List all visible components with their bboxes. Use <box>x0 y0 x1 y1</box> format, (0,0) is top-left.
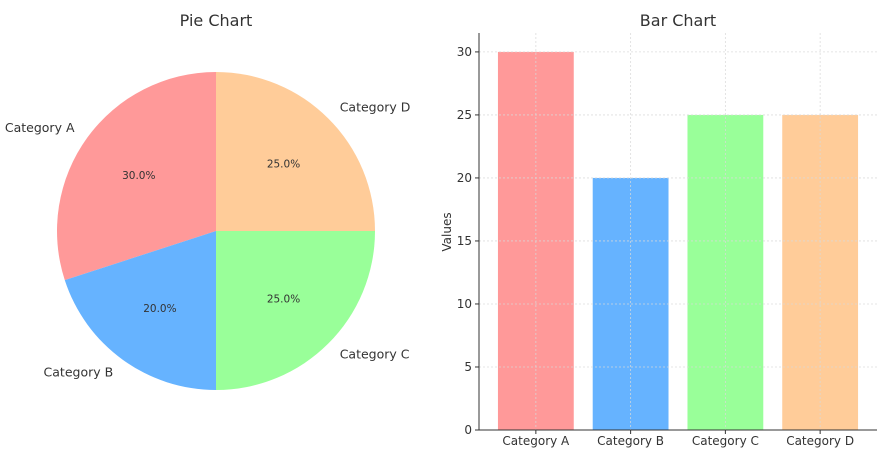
y-tick-label: 30 <box>457 45 472 59</box>
pie-category-label-category-a: Category A <box>5 120 75 135</box>
pie-percent-label-category-b: 20.0% <box>143 303 176 315</box>
pie-slice-category-d <box>216 72 375 231</box>
y-tick-label: 20 <box>457 171 472 185</box>
pie-percent-label-category-d: 25.0% <box>267 159 300 171</box>
pie-slice-category-a <box>56 72 216 281</box>
pie-category-label-category-b: Category B <box>44 365 114 380</box>
bar-axes <box>475 33 877 434</box>
pie-slice-category-c <box>216 231 375 390</box>
y-axis-title: Values <box>440 212 454 251</box>
pie-percent-label-category-c: 25.0% <box>267 294 300 306</box>
y-tick-label: 10 <box>457 297 472 311</box>
pie-chart-title: Pie Chart <box>180 11 253 30</box>
pie-labels: 30.0% Category A 20.0% Category B 25.0% Categ… <box>5 99 411 379</box>
y-tick-label: 25 <box>457 108 472 122</box>
y-tick-label: 15 <box>457 234 472 248</box>
x-tick-label-category-b: Category B <box>597 434 664 448</box>
bar-chart: Bar Chart Values 0 5 10 15 20 25 30 Category A C… <box>440 11 877 448</box>
pie-slices <box>56 72 375 390</box>
bar-chart-title: Bar Chart <box>640 11 716 30</box>
pie-percent-label-category-a: 30.0% <box>122 170 155 182</box>
y-tick-label: 5 <box>464 360 472 374</box>
x-tick-label-category-d: Category D <box>786 434 854 448</box>
bar-ticks: 0 5 10 15 20 25 30 Category A Category B Category… <box>457 45 854 448</box>
pie-chart: Pie Chart 30.0% Category A 20.0% Category B… <box>5 11 411 390</box>
pie-category-label-category-c: Category C <box>340 347 410 362</box>
x-tick-label-category-a: Category A <box>502 434 570 448</box>
y-tick-label: 0 <box>464 423 472 437</box>
pie-slice-category-b <box>64 231 216 390</box>
pie-category-label-category-d: Category D <box>340 99 411 114</box>
x-tick-label-category-c: Category C <box>692 434 759 448</box>
